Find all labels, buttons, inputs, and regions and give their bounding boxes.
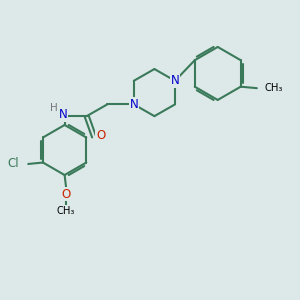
Text: O: O: [61, 188, 71, 201]
Text: O: O: [96, 129, 105, 142]
Text: Cl: Cl: [7, 158, 19, 170]
Text: N: N: [59, 108, 68, 121]
Text: N: N: [171, 74, 179, 87]
Text: CH₃: CH₃: [57, 206, 75, 216]
Text: H: H: [50, 103, 58, 113]
Text: N: N: [129, 98, 138, 111]
Text: CH₃: CH₃: [265, 83, 283, 94]
